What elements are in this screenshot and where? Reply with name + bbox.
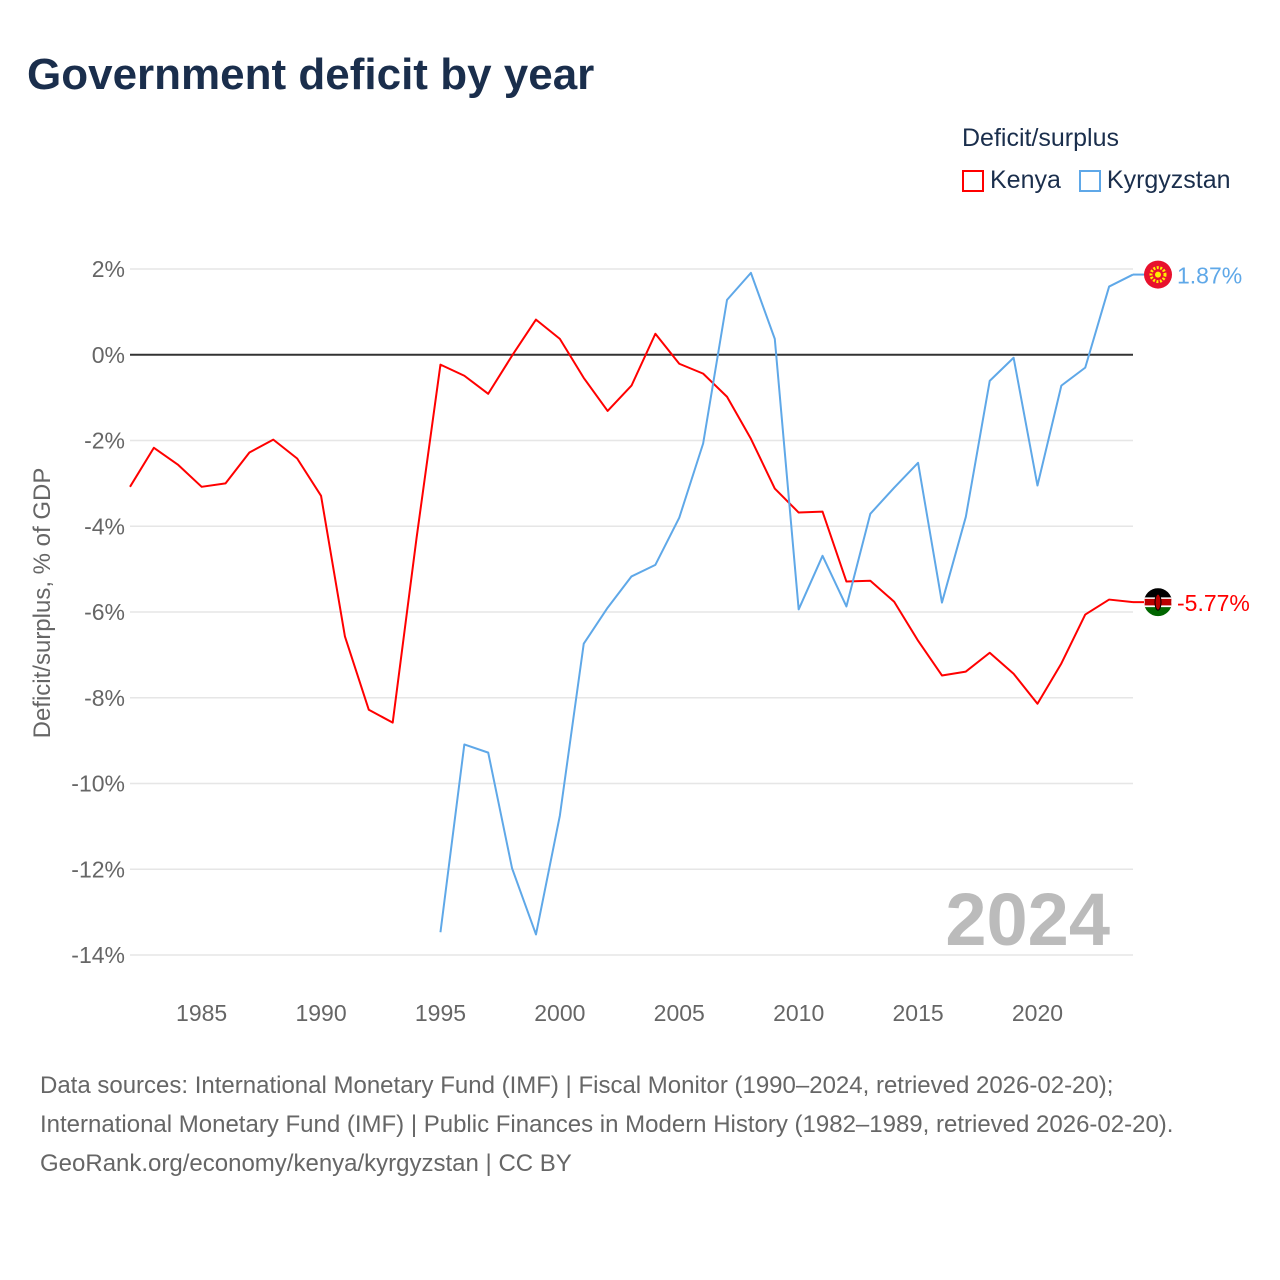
x-tick-label: 1995 (415, 1000, 466, 1026)
end-value-label-kyrgyzstan: 1.87% (1177, 263, 1242, 289)
kyrgyzstan-flag-icon (1144, 260, 1172, 289)
x-tick-label: 2015 (892, 1000, 943, 1026)
y-tick-label: -2% (84, 428, 125, 454)
kenya-flag-icon (1144, 588, 1172, 617)
y-tick-label: -12% (71, 856, 125, 882)
legend-swatch-kyrgyzstan (1078, 169, 1101, 192)
flag-stripe-green (1144, 607, 1172, 617)
legend-title: Deficit/surplus (962, 124, 1119, 152)
x-tick-label: 1985 (176, 1000, 227, 1026)
y-tick-label: 2% (92, 256, 125, 282)
legend-label-kyrgyzstan: Kyrgyzstan (1106, 166, 1231, 194)
legend-label-kenya: Kenya (990, 166, 1061, 194)
flag-shield (1154, 593, 1162, 611)
year-watermark: 2024 (945, 878, 1110, 961)
series-line-kyrgyzstan (439, 271, 1134, 936)
x-tick-label: 1990 (295, 1000, 346, 1026)
flag-stripe-black (1144, 588, 1172, 599)
footer: Data sources: International Monetary Fun… (40, 1066, 1240, 1183)
flag-body (1144, 588, 1172, 617)
x-tick-label: 2010 (773, 1000, 824, 1026)
series-line-kenya (129, 318, 1134, 724)
legend-item-kenya[interactable]: Kenya (962, 166, 1061, 195)
chart-title: Government deficit by year (27, 50, 595, 99)
y-tick-label: 0% (92, 342, 125, 368)
y-tick-label: -4% (84, 513, 125, 539)
y-tick-label: -6% (84, 599, 125, 625)
end-value-label-kenya: -5.77% (1177, 590, 1250, 616)
y-tick-label: -8% (84, 685, 125, 711)
y-axis-label: Deficit/surplus, % of GDP (29, 468, 56, 739)
legend-item-kyrgyzstan[interactable]: Kyrgyzstan (1078, 166, 1231, 195)
y-tick-label: -14% (71, 942, 125, 968)
flag-sun (1149, 266, 1167, 284)
legend-swatch-kenya (962, 169, 984, 192)
y-tick-label: -10% (71, 771, 125, 797)
data-sources: Data sources: International Monetary Fun… (40, 1072, 1174, 1138)
x-tick-label: 2020 (1012, 1000, 1063, 1026)
x-tick-label: 2005 (654, 1000, 705, 1026)
flag-sun-center (1155, 271, 1161, 278)
x-tick-label: 2000 (534, 1000, 585, 1026)
legend: Kenya Kyrgyzstan (962, 166, 1231, 195)
credit-link[interactable]: GeoRank.org/economy/kenya/kyrgyzstan | C… (40, 1150, 572, 1177)
